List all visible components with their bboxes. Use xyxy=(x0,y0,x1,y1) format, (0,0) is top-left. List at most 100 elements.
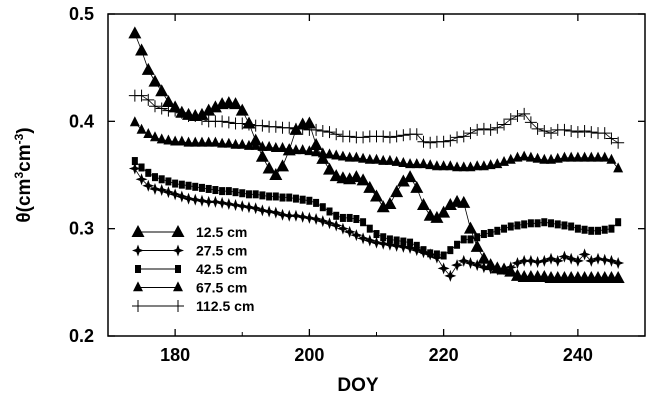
data-point xyxy=(390,185,404,198)
data-point xyxy=(581,225,588,234)
data-point xyxy=(289,209,302,222)
data-point xyxy=(398,157,409,167)
data-point xyxy=(128,26,142,39)
data-point xyxy=(460,235,467,244)
data-point xyxy=(225,187,232,196)
data-point xyxy=(272,192,279,201)
data-point xyxy=(302,116,316,129)
data-point xyxy=(541,218,548,227)
data-point xyxy=(350,229,363,242)
data-point xyxy=(209,195,222,208)
data-point xyxy=(548,219,555,228)
data-point xyxy=(531,255,544,268)
data-point xyxy=(242,118,255,131)
data-point xyxy=(252,190,259,199)
data-point xyxy=(612,136,625,149)
data-point xyxy=(178,180,185,189)
legend-item: 112.5 cm xyxy=(132,298,254,314)
data-point xyxy=(371,153,382,164)
plot-frame xyxy=(107,13,646,337)
data-point xyxy=(148,182,161,195)
series-4 xyxy=(129,116,624,173)
data-point xyxy=(175,106,188,119)
data-point xyxy=(249,202,262,215)
data-point xyxy=(601,225,608,234)
legend-marker xyxy=(132,244,144,257)
data-point xyxy=(223,137,234,148)
data-point xyxy=(370,189,383,202)
data-point xyxy=(390,130,403,143)
data-point xyxy=(148,100,161,113)
data-point xyxy=(303,211,316,224)
data-point xyxy=(410,180,424,193)
data-point xyxy=(494,226,501,235)
data-point xyxy=(141,62,155,75)
data-point xyxy=(323,126,336,139)
data-point xyxy=(571,254,584,267)
data-point xyxy=(410,128,423,141)
data-point xyxy=(366,224,373,233)
data-point xyxy=(185,181,192,190)
data-point xyxy=(296,122,309,135)
data-point xyxy=(390,239,403,252)
legend-marker xyxy=(173,281,183,292)
data-point xyxy=(396,174,410,187)
data-point xyxy=(454,240,461,249)
data-point xyxy=(319,203,326,212)
data-point xyxy=(470,239,484,252)
data-point xyxy=(339,213,346,222)
legend-label: 12.5 cm xyxy=(196,224,247,240)
data-point xyxy=(427,249,434,258)
data-point xyxy=(471,259,484,272)
data-point xyxy=(283,209,296,222)
data-point xyxy=(501,224,508,233)
data-point xyxy=(566,151,577,162)
data-point xyxy=(165,177,172,186)
legend-marker xyxy=(135,265,141,273)
data-point xyxy=(292,194,299,203)
data-point xyxy=(196,136,207,147)
data-point xyxy=(276,208,289,221)
data-point xyxy=(593,151,603,162)
data-point xyxy=(514,221,521,230)
data-point xyxy=(477,261,490,274)
data-point xyxy=(128,162,141,175)
data-point xyxy=(532,152,543,163)
data-point xyxy=(296,210,309,223)
data-point xyxy=(205,184,212,193)
data-point xyxy=(598,127,611,140)
data-point xyxy=(579,151,590,162)
data-point xyxy=(316,124,329,137)
axes-layer xyxy=(107,13,646,337)
data-point xyxy=(245,190,252,199)
data-point xyxy=(299,195,306,204)
data-point xyxy=(323,217,336,230)
y-axis-title-sup2: -3 xyxy=(12,133,26,144)
data-point xyxy=(210,136,221,147)
data-point xyxy=(559,151,570,162)
data-point xyxy=(424,136,437,149)
data-point xyxy=(283,121,296,134)
data-point xyxy=(411,158,422,169)
data-point xyxy=(257,140,268,151)
data-point xyxy=(512,151,523,162)
data-point xyxy=(236,117,249,130)
data-point xyxy=(444,134,457,147)
data-point xyxy=(310,213,323,226)
data-point xyxy=(236,200,249,213)
data-point xyxy=(440,251,447,260)
data-point xyxy=(324,148,335,159)
data-point xyxy=(239,189,246,198)
legend-marker xyxy=(171,225,185,237)
data-point xyxy=(175,190,188,203)
data-point xyxy=(471,123,484,136)
data-point xyxy=(155,102,168,115)
data-point xyxy=(437,262,450,275)
ticks-layer: 180 200 220 240 0.2 0.3 0.4 0.5 xyxy=(69,4,646,365)
y-axis-title-mid: cm xyxy=(14,144,35,171)
data-point xyxy=(527,219,534,228)
data-point xyxy=(484,123,497,136)
y-tick-label: 0.5 xyxy=(69,4,94,24)
